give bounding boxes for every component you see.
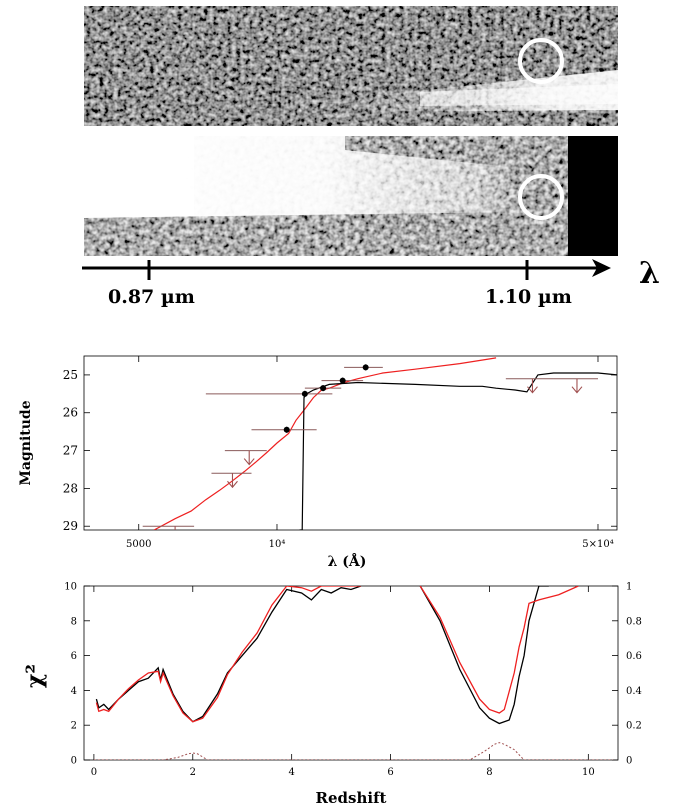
lambda-symbol: λ xyxy=(639,256,660,291)
chi2-xtick-label-2: 4 xyxy=(288,767,294,778)
chi2-xlabel: Redshift xyxy=(316,789,387,807)
sed-upperlimit-arrow-2 xyxy=(243,450,255,466)
sed-upperlimit-arrow-4 xyxy=(571,378,583,394)
chi2-ytick-label-5: 10 xyxy=(64,582,77,593)
chi2-ytick-label-1: 2 xyxy=(71,721,77,732)
sed-point-4 xyxy=(362,364,369,371)
chi2-ytick-label-4: 8 xyxy=(71,616,77,627)
sed-xtick-label-0: 5000 xyxy=(126,539,151,550)
chi2-series-black-1 xyxy=(419,586,549,725)
chi2-y2tick-label-3: 0.6 xyxy=(626,651,642,662)
chi2-y2tick-label-2: 0.4 xyxy=(626,686,642,697)
sed-frame xyxy=(83,355,618,531)
chi2-probability-curve xyxy=(93,742,614,760)
sed-point-1 xyxy=(301,390,308,397)
chi2-ytick-label-0: 0 xyxy=(71,756,77,767)
chi2-xtick-label-3: 6 xyxy=(387,767,393,778)
sed-series-red-0 xyxy=(153,357,497,530)
chi2-frame xyxy=(83,585,619,761)
sed-upperlimit-arrow-0 xyxy=(174,526,176,530)
axis-arrow-icon xyxy=(592,259,611,277)
sed-upperlimit-arrow-1 xyxy=(227,473,238,489)
sed-ytick-label-1: 26 xyxy=(63,406,78,420)
chi2-y2tick-label-4: 0.8 xyxy=(626,616,642,627)
spectrum-image-top xyxy=(84,6,618,126)
chi2-xtick-label-5: 10 xyxy=(582,767,595,778)
chi2-series-red-2 xyxy=(95,586,361,723)
sed-xlabel: λ (Å) xyxy=(328,552,367,570)
chi2-y2tick-label-5: 1 xyxy=(626,582,632,593)
sed-ytick-label-2: 27 xyxy=(63,444,78,458)
chi2-y2tick-label-1: 0.2 xyxy=(626,721,642,732)
sed-point-0 xyxy=(283,426,290,433)
source-circle-top xyxy=(518,38,564,84)
sed-ylabel: Magnitude xyxy=(18,400,34,485)
chi2-ylabel: χ² xyxy=(22,664,48,688)
sed-upperlimit-arrow-3 xyxy=(527,378,538,394)
sed-xtick-label-2: 5×10⁴ xyxy=(582,539,613,550)
tick-label-right: 1.10 µm xyxy=(485,286,572,308)
sed-point-2 xyxy=(320,385,327,392)
chi2-ytick-label-2: 4 xyxy=(71,686,77,697)
chi2-xtick-label-1: 2 xyxy=(190,767,196,778)
chi2-ytick-label-3: 6 xyxy=(71,651,77,662)
sed-xtick-label-1: 10⁴ xyxy=(269,539,286,550)
source-circle-bottom xyxy=(518,174,564,220)
chi2-y2tick-label-0: 0 xyxy=(626,756,632,767)
wavelength-axis: 0.87 µm 1.10 µm λ xyxy=(82,256,660,308)
sed-chart: 25 26 27 28 29 5000 10⁴ 5×10⁴ λ (Å) Magnitude xyxy=(18,355,618,570)
sed-ytick-label-0: 25 xyxy=(63,368,78,382)
chi2-series-red-3 xyxy=(419,586,579,714)
spectrum-image-bottom xyxy=(84,136,618,256)
sed-ytick-label-3: 28 xyxy=(63,481,78,495)
chi2-xtick-label-4: 8 xyxy=(486,767,492,778)
sed-point-3 xyxy=(339,377,346,384)
sed-ytick-label-4: 29 xyxy=(63,519,78,533)
chi2-xtick-label-0: 0 xyxy=(91,767,97,778)
tick-label-left: 0.87 µm xyxy=(108,286,195,308)
